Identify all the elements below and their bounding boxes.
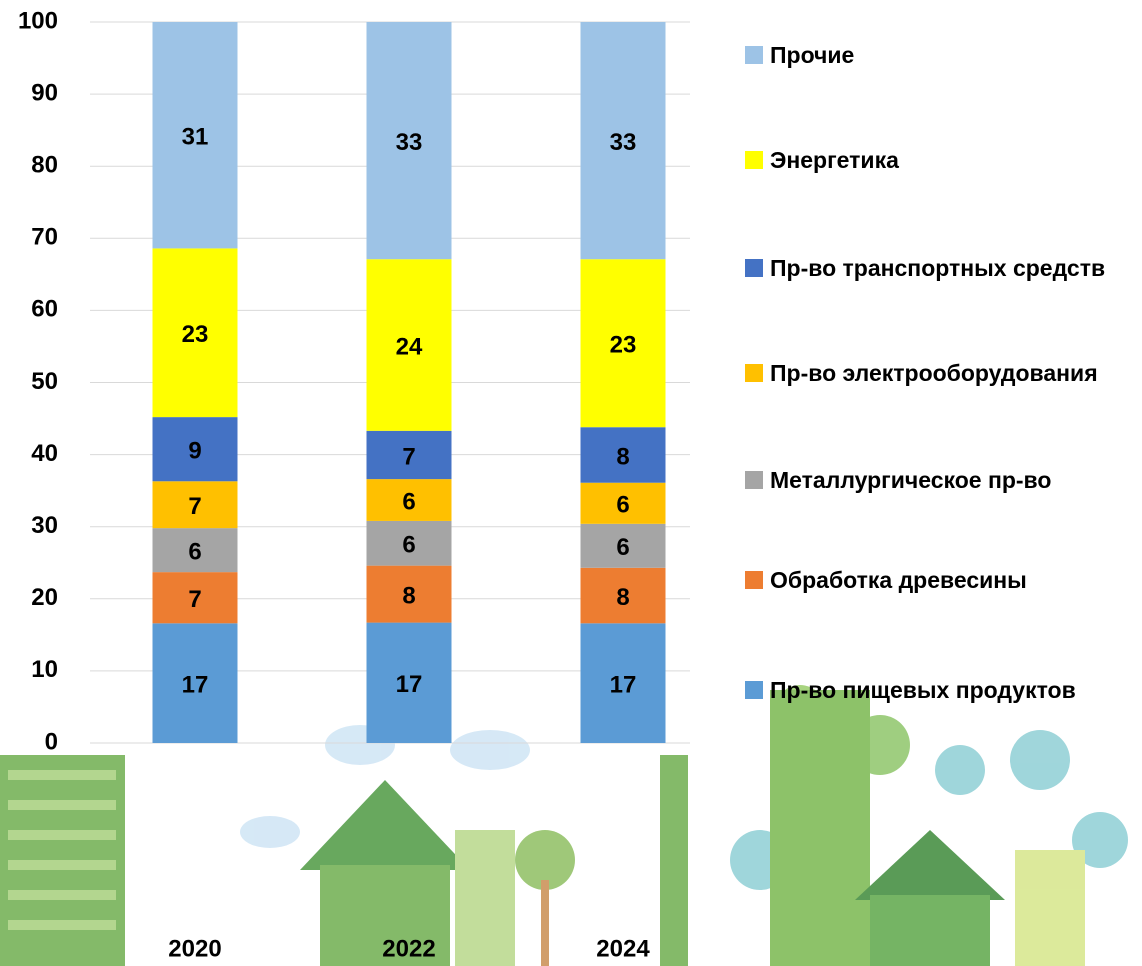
data-label: 6 bbox=[616, 492, 629, 519]
data-label: 8 bbox=[402, 582, 415, 609]
data-label: 33 bbox=[396, 129, 423, 156]
legend-swatch bbox=[745, 46, 763, 64]
data-label: 6 bbox=[402, 488, 415, 515]
data-label: 17 bbox=[396, 671, 423, 698]
legend-item: Обработка древесины bbox=[745, 562, 1140, 598]
legend-swatch bbox=[745, 471, 763, 489]
legend-swatch bbox=[745, 259, 763, 277]
legend-swatch bbox=[745, 681, 763, 699]
y-tick-label: 60 bbox=[31, 296, 58, 323]
legend-label: Металлургическое пр-во bbox=[770, 462, 1051, 498]
legend-label: Прочие bbox=[770, 37, 854, 73]
y-tick-label: 30 bbox=[31, 512, 58, 539]
legend-item: Пр-во электрооборудования bbox=[745, 355, 1140, 391]
y-tick-label: 10 bbox=[31, 656, 58, 683]
data-label: 7 bbox=[402, 443, 415, 470]
data-label: 31 bbox=[182, 124, 209, 151]
legend-label: Пр-во пищевых продуктов bbox=[770, 672, 1076, 708]
legend-label: Обработка древесины bbox=[770, 562, 1027, 598]
data-label: 33 bbox=[610, 129, 637, 156]
legend-label: Пр-во транспортных средств bbox=[770, 250, 1105, 286]
data-label: 8 bbox=[616, 584, 629, 611]
data-label: 23 bbox=[610, 332, 637, 359]
legend-label: Энергетика bbox=[770, 142, 899, 178]
legend-swatch bbox=[745, 364, 763, 382]
x-tick-label: 2024 bbox=[596, 935, 650, 962]
data-label: 23 bbox=[182, 321, 209, 348]
x-tick-label: 2022 bbox=[382, 935, 435, 962]
x-tick-label: 2020 bbox=[168, 935, 221, 962]
legend-label: Пр-во электрооборудования bbox=[770, 355, 1098, 391]
y-tick-label: 90 bbox=[31, 79, 58, 106]
y-tick-label: 100 bbox=[18, 7, 58, 34]
data-label: 24 bbox=[396, 333, 423, 360]
y-tick-label: 20 bbox=[31, 584, 58, 611]
legend-swatch bbox=[745, 571, 763, 589]
y-tick-label: 80 bbox=[31, 152, 58, 179]
data-label: 17 bbox=[182, 672, 209, 699]
y-tick-label: 0 bbox=[45, 728, 58, 755]
data-label: 8 bbox=[616, 443, 629, 470]
data-label: 9 bbox=[188, 438, 201, 465]
data-label: 6 bbox=[616, 534, 629, 561]
data-label: 6 bbox=[402, 532, 415, 559]
data-label: 6 bbox=[188, 538, 201, 565]
legend-item: Прочие bbox=[745, 37, 1140, 73]
y-tick-label: 40 bbox=[31, 440, 58, 467]
data-label: 7 bbox=[188, 493, 201, 520]
data-label: 7 bbox=[188, 586, 201, 613]
legend-swatch bbox=[745, 151, 763, 169]
y-tick-label: 50 bbox=[31, 368, 58, 395]
y-tick-label: 70 bbox=[31, 224, 58, 251]
legend-item: Пр-во пищевых продуктов bbox=[745, 672, 1140, 708]
legend-item: Пр-во транспортных средств bbox=[745, 250, 1140, 286]
page: 0 10 20 30 40 50 60 70 80 90 100 17 7 6 7 9 23 31 2020 17 8 6… bbox=[0, 0, 1142, 966]
legend-item: Энергетика bbox=[745, 142, 1140, 178]
data-label: 17 bbox=[610, 672, 637, 699]
legend-item: Металлургическое пр-во bbox=[745, 462, 1140, 498]
